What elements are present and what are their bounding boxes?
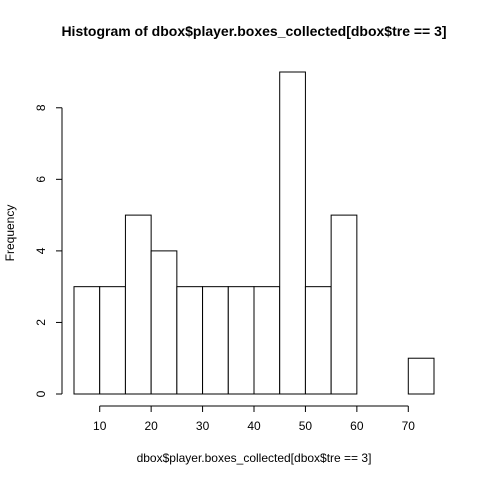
y-tick-label: 2 <box>34 319 48 326</box>
x-axis-label: dbox$player.boxes_collected[dbox$tre == … <box>137 451 372 465</box>
histogram-bar <box>253 286 281 395</box>
histogram-bar <box>202 286 229 395</box>
x-axis: 10 20 30 40 50 60 70 <box>93 405 416 433</box>
y-tick-label: 0 <box>34 390 48 397</box>
y-tick-label: 6 <box>34 176 48 183</box>
x-tick-label: 50 <box>299 419 313 433</box>
x-tick-label: 20 <box>144 419 158 433</box>
y-tick-label: 4 <box>34 247 48 254</box>
x-tick-label: 70 <box>402 419 416 433</box>
chart-title: Histogram of dbox$player.boxes_collected… <box>61 23 446 39</box>
x-tick-label: 30 <box>196 419 210 433</box>
histogram-bar <box>330 214 358 395</box>
histogram-bar <box>176 286 204 395</box>
histogram-bar <box>73 286 101 395</box>
y-tick-label: 8 <box>34 104 48 111</box>
histogram-bar <box>124 214 152 395</box>
histogram-bar <box>227 286 255 395</box>
y-axis: 0 2 4 6 8 <box>34 104 63 397</box>
y-axis-label: Frequency <box>3 205 17 262</box>
x-tick-label: 10 <box>93 419 107 433</box>
histogram-bar <box>279 71 306 395</box>
histogram-bars <box>73 71 435 395</box>
histogram-bar <box>304 286 332 395</box>
x-tick-label: 60 <box>350 419 364 433</box>
histogram-bar <box>150 250 178 395</box>
histogram-bar <box>407 357 435 395</box>
histogram-bar <box>99 286 126 395</box>
x-tick-label: 40 <box>247 419 261 433</box>
